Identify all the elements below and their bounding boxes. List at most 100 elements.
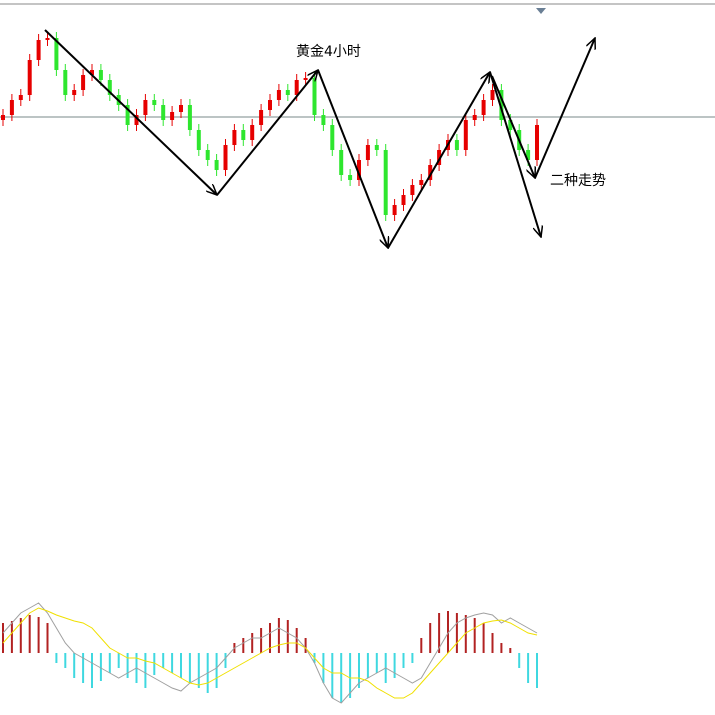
- macd-bar: [500, 643, 503, 653]
- candle-body: [161, 105, 166, 120]
- macd-bar: [215, 653, 218, 688]
- price-panel: [0, 32, 715, 221]
- macd-bar: [180, 653, 182, 678]
- candle-body: [45, 38, 50, 40]
- candle-body: [374, 145, 379, 150]
- macd-bar: [108, 653, 111, 673]
- candle-body: [143, 100, 148, 115]
- candle-body: [401, 195, 406, 205]
- macd-bar: [429, 623, 432, 653]
- macd-panel: [2, 602, 538, 704]
- candle-body: [365, 145, 370, 160]
- candle-body: [170, 112, 175, 120]
- macd-bar: [117, 653, 120, 668]
- annotation: 二种走势: [550, 173, 606, 189]
- candle-body: [392, 205, 397, 215]
- arrow: [387, 72, 490, 249]
- arrow: [44, 29, 217, 195]
- candle-body: [72, 90, 77, 95]
- candle-body: [410, 185, 415, 195]
- candle-body: [472, 115, 477, 120]
- macd-bar: [420, 638, 423, 653]
- macd-bar: [358, 653, 360, 688]
- macd-bar: [393, 653, 396, 678]
- candle-body: [294, 80, 299, 95]
- macd-bar: [375, 653, 378, 673]
- candle-body: [187, 105, 192, 130]
- macd-bar: [438, 613, 441, 653]
- macd-bar: [464, 615, 467, 653]
- candle-body: [481, 100, 486, 115]
- candle-body: [9, 100, 14, 115]
- macd-bar: [197, 653, 200, 688]
- candle-body: [232, 130, 237, 145]
- macd-bar: [10, 621, 13, 653]
- candle-body: [463, 120, 468, 150]
- candle-body: [27, 60, 32, 95]
- candle-body: [535, 125, 539, 160]
- macd-bar: [304, 638, 307, 653]
- candle-body: [134, 115, 139, 125]
- macd-bar: [37, 617, 40, 653]
- macd-bar: [402, 653, 405, 668]
- candle-body: [250, 125, 255, 140]
- annotation: 黄金4小时: [296, 43, 361, 60]
- macd-bar: [82, 653, 85, 683]
- macd-bar: [447, 611, 449, 653]
- trend-arrows: [44, 29, 595, 249]
- candle-body: [214, 160, 219, 170]
- macd-bar: [260, 628, 263, 653]
- candle-body: [205, 150, 210, 160]
- candle-body: [383, 150, 388, 215]
- candle-body: [18, 95, 23, 100]
- macd-bar: [242, 638, 245, 653]
- candle-body: [508, 120, 513, 130]
- macd-bar: [162, 653, 165, 668]
- macd-bar: [340, 653, 343, 703]
- macd-bar: [331, 653, 334, 698]
- macd-line: [2, 602, 538, 704]
- macd-bar: [144, 653, 147, 688]
- candle-body: [63, 70, 68, 95]
- macd-bar: [518, 653, 521, 668]
- arrow: [491, 75, 535, 178]
- macd-bar: [28, 615, 31, 653]
- candle-body: [276, 90, 281, 100]
- candle-body: [419, 180, 424, 185]
- macd-bar: [295, 628, 298, 653]
- arrow: [534, 38, 595, 179]
- candle-body: [303, 78, 308, 80]
- macd-bar: [482, 623, 485, 653]
- candle-body: [499, 90, 504, 120]
- candle-body: [259, 110, 264, 125]
- candle-body: [526, 150, 531, 160]
- macd-bar: [64, 653, 67, 668]
- candle-body: [321, 115, 326, 125]
- macd-bar: [55, 653, 58, 663]
- candle-body: [437, 150, 442, 165]
- candle-body: [348, 175, 353, 180]
- candle-body: [107, 80, 112, 95]
- scroll-marker: [536, 8, 546, 14]
- candle-body: [36, 40, 41, 60]
- candle-body: [125, 105, 130, 125]
- macd-bar: [491, 633, 494, 653]
- macd-bar: [126, 653, 129, 678]
- arrow: [216, 70, 318, 196]
- candle-body: [339, 150, 344, 175]
- candle-body: [98, 70, 103, 80]
- candle-body: [54, 38, 59, 70]
- macd-bar: [277, 618, 280, 653]
- macd-bar: [171, 653, 174, 673]
- macd-bar: [19, 618, 22, 653]
- candle-body: [1, 115, 5, 120]
- macd-bar: [251, 633, 254, 653]
- macd-bar: [269, 623, 271, 653]
- candle-body: [196, 130, 201, 150]
- macd-bar: [527, 653, 530, 683]
- candle-body: [312, 78, 317, 115]
- macd-bar: [2, 623, 4, 653]
- macd-bar: [366, 653, 369, 678]
- macd-bar: [286, 620, 289, 653]
